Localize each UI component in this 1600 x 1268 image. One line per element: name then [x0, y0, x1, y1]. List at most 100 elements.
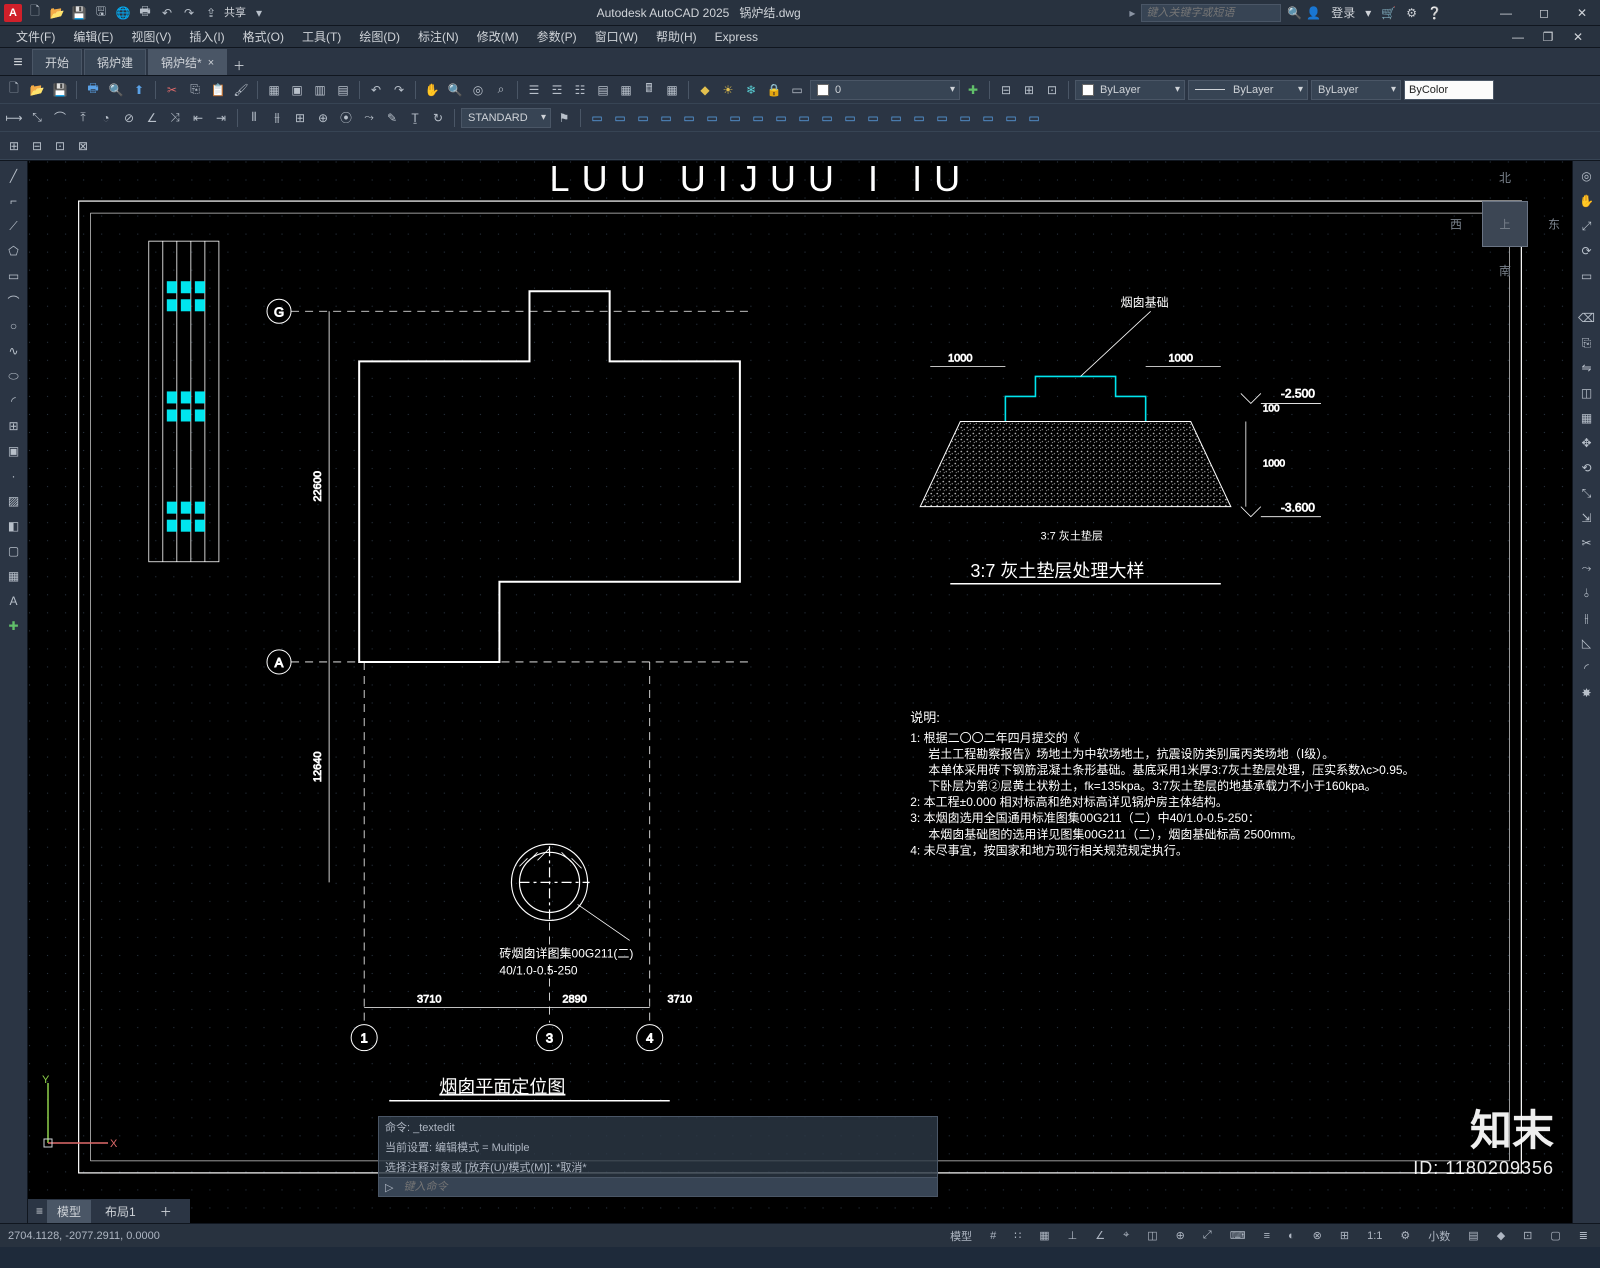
nav-zoomext-icon[interactable]: ⤢	[1576, 215, 1598, 237]
dimstyle-mgr-icon[interactable]: ⚑	[554, 108, 574, 128]
window-restore-button[interactable]: ◻	[1530, 3, 1558, 23]
v1-icon[interactable]: ▭	[587, 108, 607, 128]
dim-break-icon[interactable]: ⫵	[267, 108, 287, 128]
mod-scale-icon[interactable]: ⤡	[1576, 482, 1598, 504]
mod-move-icon[interactable]: ✥	[1576, 432, 1598, 454]
dim-base-icon[interactable]: ⇤	[188, 108, 208, 128]
qat-more-icon[interactable]: ▾	[250, 4, 268, 22]
sb-model-button[interactable]: 模型	[946, 1228, 976, 1244]
dim-aligned-icon[interactable]: ⤡	[27, 108, 47, 128]
doc-tab-add-button[interactable]: ＋	[229, 55, 249, 75]
spline-icon[interactable]: ∿	[3, 340, 25, 362]
tb-block2-icon[interactable]: ▣	[287, 80, 307, 100]
dim-space-icon[interactable]: ⫴	[244, 108, 264, 128]
dim-insp-icon[interactable]: ⦿	[336, 108, 356, 128]
tb-sun-icon[interactable]: ☀	[718, 80, 738, 100]
tb-block3-icon[interactable]: ▥	[310, 80, 330, 100]
tb-copy-icon[interactable]: ⎘	[185, 80, 205, 100]
doc-tab-1[interactable]: 锅炉建	[84, 49, 146, 75]
mod-stretch-icon[interactable]: ⇲	[1576, 507, 1598, 529]
qat-new-icon[interactable]: 🗋	[26, 4, 44, 22]
qat-share-icon[interactable]: ⇪	[202, 4, 220, 22]
tb-calc-icon[interactable]: 🖩	[639, 80, 659, 100]
tb-lock-icon[interactable]: 🔒	[764, 80, 784, 100]
table-icon[interactable]: ▦	[3, 565, 25, 587]
v3-icon[interactable]: ▭	[633, 108, 653, 128]
dim-rad-icon[interactable]: ◔	[96, 108, 116, 128]
tb-redo-icon[interactable]: ↷	[389, 80, 409, 100]
tb-block4-icon[interactable]: ▤	[333, 80, 353, 100]
command-window[interactable]: 命令: _textedit 当前设置: 编辑模式 = Multiple 选择注释…	[378, 1116, 938, 1197]
tb-pan-icon[interactable]: ✋	[422, 80, 442, 100]
menu-file[interactable]: 文件(F)	[8, 26, 63, 47]
tb-table-icon[interactable]: ▦	[662, 80, 682, 100]
tb-block-icon[interactable]: ▦	[264, 80, 284, 100]
doc-restore-button[interactable]: ❐	[1534, 27, 1562, 47]
sb-3dosnap-icon[interactable]: ◫	[1143, 1229, 1161, 1242]
addsel-icon[interactable]: ✚	[3, 615, 25, 637]
sb-clean-icon[interactable]: ▢	[1546, 1229, 1564, 1242]
dim-arc-icon[interactable]: ⌒	[50, 108, 70, 128]
dim-tol-icon[interactable]: ⊞	[290, 108, 310, 128]
gradient-icon[interactable]: ◧	[3, 515, 25, 537]
window-minimize-button[interactable]: —	[1492, 3, 1520, 23]
drawing-canvas[interactable]: LUU UIJUU I IU	[28, 161, 1572, 1223]
v12-icon[interactable]: ▭	[840, 108, 860, 128]
menu-view[interactable]: 视图(V)	[123, 26, 179, 47]
viewcube-north[interactable]: 北	[1499, 169, 1511, 186]
tab-add-button[interactable]: ＋	[150, 1200, 182, 1223]
block-icon[interactable]: ▣	[3, 440, 25, 462]
mod-break-icon[interactable]: ⫰	[1576, 582, 1598, 604]
nav-showmot-icon[interactable]: ▭	[1576, 265, 1598, 287]
sb-transparency-icon[interactable]: ◐	[1284, 1230, 1299, 1242]
menu-draw[interactable]: 绘图(D)	[351, 26, 408, 47]
doc-minimize-button[interactable]: —	[1504, 27, 1532, 47]
ucs-icon[interactable]: Y X	[38, 1073, 118, 1153]
ellipse-icon[interactable]: ⬭	[3, 365, 25, 387]
nav-wheel-icon[interactable]: ◎	[1576, 165, 1598, 187]
sb-gear-icon[interactable]: ⚙	[1396, 1229, 1414, 1242]
v7-icon[interactable]: ▭	[725, 108, 745, 128]
user-icon[interactable]: 👤	[1306, 6, 1321, 20]
close-icon[interactable]: ×	[208, 57, 214, 69]
tb-tp-icon[interactable]: ▤	[593, 80, 613, 100]
tb-freeze-icon[interactable]: ❄	[741, 80, 761, 100]
v19-icon[interactable]: ▭	[1001, 108, 1021, 128]
dim-upd-icon[interactable]: ↻	[428, 108, 448, 128]
sb-ducs-icon[interactable]: ⤢	[1199, 1229, 1216, 1242]
login-dropdown-icon[interactable]: ▾	[1365, 6, 1371, 20]
plotstyle-combo[interactable]	[1404, 80, 1494, 100]
tb-layuniso-icon[interactable]: ⊞	[1019, 80, 1039, 100]
mod-explode-icon[interactable]: ✸	[1576, 682, 1598, 704]
v16-icon[interactable]: ▭	[932, 108, 952, 128]
mod-trim-icon[interactable]: ✂	[1576, 532, 1598, 554]
mtext-icon[interactable]: A	[3, 590, 25, 612]
sb-polar-icon[interactable]: ∠	[1091, 1229, 1109, 1242]
menu-format[interactable]: 格式(O)	[235, 26, 292, 47]
app-icon[interactable]: A	[4, 4, 22, 22]
dimstyle-combo[interactable]: STANDARD	[461, 108, 551, 128]
region-icon[interactable]: ▢	[3, 540, 25, 562]
v20-icon[interactable]: ▭	[1024, 108, 1044, 128]
mod-chamfer-icon[interactable]: ◺	[1576, 632, 1598, 654]
v13-icon[interactable]: ▭	[863, 108, 883, 128]
v10-icon[interactable]: ▭	[794, 108, 814, 128]
sb-custom-icon[interactable]: ≣	[1575, 1229, 1592, 1242]
sb-dyn-icon[interactable]: ⌨	[1226, 1229, 1250, 1242]
dim-ang-icon[interactable]: ∠	[142, 108, 162, 128]
ellipsearc-icon[interactable]: ◜	[3, 390, 25, 412]
dim-cen-icon[interactable]: ⊕	[313, 108, 333, 128]
color-combo[interactable]: ByLayer	[1075, 80, 1185, 100]
nav-pan-icon[interactable]: ✋	[1576, 190, 1598, 212]
rect-icon[interactable]: ▭	[3, 265, 25, 287]
viewcube-west[interactable]: 西	[1450, 216, 1462, 233]
v8-icon[interactable]: ▭	[748, 108, 768, 128]
tb-zoom-icon[interactable]: 🔍	[445, 80, 465, 100]
sb-iso-icon[interactable]: ◆	[1493, 1229, 1509, 1242]
qat-share-label[interactable]: 共享	[224, 4, 246, 22]
sb-hw-icon[interactable]: ⊡	[1519, 1229, 1536, 1242]
dim-edit-icon[interactable]: ✎	[382, 108, 402, 128]
tb-plot-icon[interactable]: 🖶	[83, 80, 103, 100]
viewcube-east[interactable]: 东	[1548, 216, 1560, 233]
tab-model[interactable]: 模型	[47, 1200, 91, 1223]
